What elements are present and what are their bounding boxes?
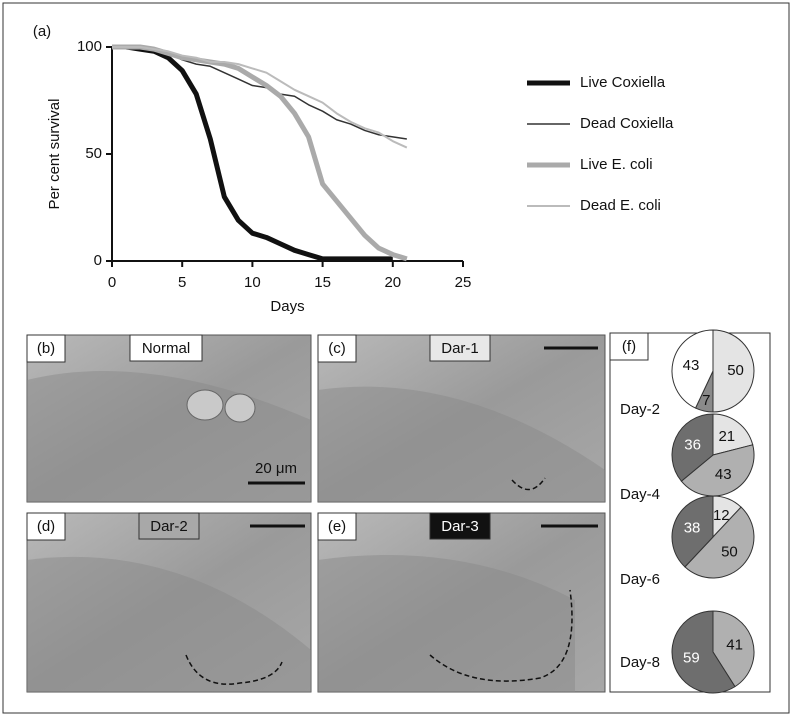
slice-label: 12 [713,507,730,524]
cell [186,389,224,421]
legend-label: Dead Coxiella [580,115,674,132]
y-tick-label: 0 [94,252,102,269]
survival-line [112,46,408,149]
slice-label: 43 [715,466,732,483]
pie-slice [671,495,714,568]
y-tick-label: 50 [85,145,102,162]
dashed-outline [511,477,546,491]
x-tick-label: 10 [244,274,261,291]
panel-label: (d) [37,518,55,535]
slice-label: 36 [684,436,701,453]
pie-slice [712,413,754,456]
scale-label: 20 μm [255,460,297,477]
slice-label: 59 [683,649,700,666]
caption: Normal [142,340,190,357]
slice-label: 38 [684,520,701,537]
survival-line [112,44,408,262]
y-axis-label: Per cent survival [46,99,63,210]
panel-label: (c) [328,340,346,357]
pie-slice [671,413,714,482]
caption-box [429,512,491,540]
panel-label: (e) [328,518,346,535]
caption-box [429,334,491,362]
panel-label-box [26,512,66,541]
x-axis-label: Days [270,298,304,315]
dashed-outline [185,654,283,685]
slice-label: 21 [718,428,735,445]
slice-label: 41 [726,637,743,654]
micrographs: 20 μm (b) Normal (c) Dar-1 (d) Dar-2 (e)… [26,334,606,693]
caption-box [138,512,200,540]
pie-slice [671,329,714,409]
caption: Dar-2 [150,518,188,535]
y-tick-label: 100 [77,38,102,55]
pie-slice [680,444,755,497]
panel-label-box [317,334,357,363]
worm-body [318,386,605,502]
caption-box [129,334,203,362]
cell [224,393,256,423]
panel-label: (b) [37,340,55,357]
slice-label: 50 [727,362,744,379]
x-tick-label: 15 [314,274,331,291]
pie-slice [684,506,755,579]
x-tick-label: 5 [178,274,186,291]
x-tick-label: 25 [455,274,472,291]
x-tick-label: 0 [108,274,116,291]
panel-label-box [609,332,649,361]
x-tick-label: 20 [384,274,401,291]
survival-line [112,44,393,262]
pie-title: Day-4 [620,486,660,503]
pie-slice [712,329,755,413]
pie-slice [671,610,736,694]
legend-label: Live E. coli [580,156,653,173]
panel-label-box [26,334,66,363]
worm-body [27,556,311,692]
slice-label: 43 [683,357,700,374]
caption: Dar-3 [441,518,479,535]
panel-label: (f) [622,338,636,355]
legend-label: Live Coxiella [580,74,666,91]
pie-title: Day-8 [620,654,660,671]
caption: Dar-1 [441,340,479,357]
worm-body [318,555,575,692]
pie-title: Day-6 [620,571,660,588]
dashed-outline [429,589,573,682]
slice-label: 7 [702,392,710,409]
panel-label: (a) [33,23,51,40]
legend-label: Dead E. coli [580,197,661,214]
panel-label-box [317,512,357,541]
slice-label: 50 [721,543,738,560]
pie-title: Day-2 [620,401,660,418]
pie-panel-border [609,332,771,693]
